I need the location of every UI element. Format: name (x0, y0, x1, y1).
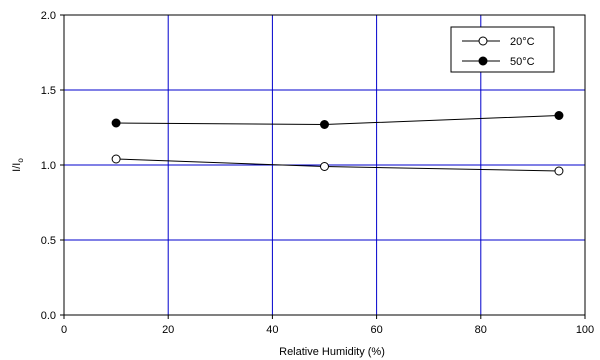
x-tick-label: 40 (266, 324, 278, 336)
x-axis-title: Relative Humidity (%) (279, 346, 385, 358)
y-tick-labels: 0.0 0.5 1.0 1.5 2.0 (41, 10, 56, 322)
y-tick-label: 2.0 (41, 10, 56, 22)
y-tick-label: 1.5 (41, 85, 56, 97)
y-tick-label: 0.5 (41, 235, 56, 247)
legend-label-20c: 20°C (510, 36, 535, 48)
plot-area-frame (63, 14, 586, 316)
legend-marker-20c (478, 36, 488, 46)
x-tick-label: 0 (61, 324, 67, 336)
legend-label-50c: 50°C (510, 56, 535, 68)
legend-marker-50c (478, 56, 488, 66)
legend: 20°C 50°C (450, 26, 555, 73)
x-tick-label: 100 (576, 324, 594, 336)
y-tick-label: 1.0 (41, 160, 56, 172)
x-tick-label: 60 (370, 324, 382, 336)
data-point-0 (111, 154, 121, 164)
y-axis-title: I/Io (11, 158, 25, 172)
y-tick-label: 0.0 (41, 310, 56, 322)
data-point-1 (320, 120, 329, 129)
data-point-1 (554, 111, 564, 120)
data-point-1 (111, 118, 121, 128)
x-tick-labels: 0 20 40 60 80 100 (61, 324, 594, 336)
x-tick-label: 20 (162, 324, 174, 336)
data-point-0 (554, 166, 564, 176)
series-layer (111, 111, 564, 176)
legend-box (450, 26, 555, 73)
data-point-0 (320, 162, 329, 171)
axis-ticks (60, 14, 586, 319)
y-axis-title-main: I/I (11, 163, 23, 172)
series-line-1 (116, 115, 559, 126)
y-axis-title-subscript: o (16, 158, 25, 163)
x-tick-label: 80 (475, 324, 487, 336)
